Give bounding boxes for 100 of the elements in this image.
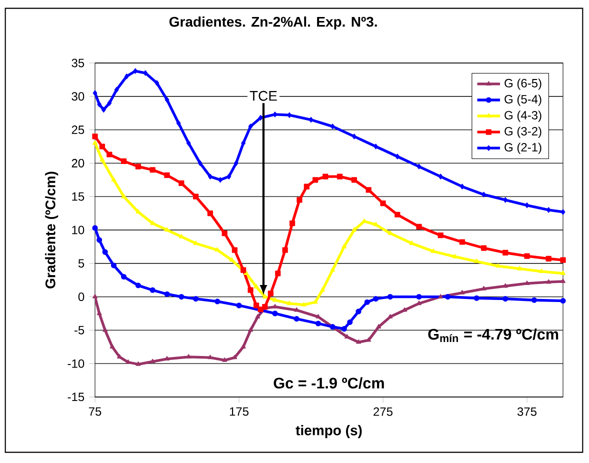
point xyxy=(193,194,199,200)
point xyxy=(341,326,347,332)
point xyxy=(366,337,372,342)
point xyxy=(503,197,508,203)
point xyxy=(395,154,400,160)
point xyxy=(289,220,296,226)
point xyxy=(222,230,228,236)
point xyxy=(110,262,117,268)
y-tick-label: 30 xyxy=(72,92,84,101)
chart-title: Gradientes. Zn-2%Al. Exp. Nº3. xyxy=(169,16,377,30)
point xyxy=(114,86,119,93)
point xyxy=(255,314,260,318)
point xyxy=(272,310,278,316)
point xyxy=(101,106,106,113)
y-axis-title: Gradiente (ºC/cm) xyxy=(45,172,58,288)
point xyxy=(330,124,335,130)
point xyxy=(294,316,300,322)
annotation: Gc = -1.9 ºC/cm xyxy=(274,377,384,389)
point xyxy=(416,294,422,300)
point xyxy=(92,294,98,298)
point xyxy=(176,120,181,126)
point xyxy=(445,294,451,300)
y-tick-label: 0 xyxy=(78,292,84,302)
point xyxy=(482,192,486,198)
point xyxy=(178,294,184,300)
point xyxy=(560,278,566,284)
point xyxy=(106,152,112,158)
point xyxy=(481,245,487,251)
point xyxy=(304,184,310,190)
point xyxy=(347,319,353,325)
point xyxy=(99,144,106,150)
point xyxy=(262,294,268,298)
point xyxy=(315,320,322,326)
point xyxy=(560,270,566,276)
point xyxy=(560,298,566,304)
point xyxy=(107,100,112,106)
point xyxy=(496,263,501,268)
point xyxy=(376,324,382,328)
point xyxy=(253,302,260,308)
point xyxy=(438,294,444,298)
point xyxy=(254,284,259,288)
point xyxy=(240,344,246,348)
point xyxy=(258,114,263,121)
point xyxy=(143,70,148,76)
y-tick-label: -10 xyxy=(68,359,84,368)
point xyxy=(234,160,238,166)
point xyxy=(135,282,142,288)
point xyxy=(121,158,127,164)
point xyxy=(287,112,292,118)
point xyxy=(164,291,170,297)
point xyxy=(330,267,336,272)
point xyxy=(474,295,480,301)
point xyxy=(236,302,242,308)
point xyxy=(193,296,199,302)
point xyxy=(301,302,306,306)
x-tick-label: 175 xyxy=(230,407,249,416)
point xyxy=(438,174,443,180)
point xyxy=(546,207,551,213)
point xyxy=(150,287,156,293)
point xyxy=(416,224,422,230)
point xyxy=(208,354,213,360)
point xyxy=(460,184,464,190)
point xyxy=(229,257,234,262)
point xyxy=(380,200,386,206)
point xyxy=(232,247,238,253)
x-tick-label: 75 xyxy=(88,407,102,416)
point xyxy=(286,300,292,306)
point xyxy=(207,210,214,216)
point xyxy=(459,239,465,245)
point xyxy=(374,144,378,150)
point xyxy=(218,177,222,183)
point xyxy=(351,177,357,183)
point xyxy=(337,174,343,180)
point xyxy=(352,134,356,140)
point xyxy=(214,298,220,304)
point xyxy=(117,354,122,359)
point xyxy=(502,250,508,256)
point xyxy=(102,249,108,255)
y-tick-label: 10 xyxy=(72,226,84,234)
point xyxy=(524,253,530,259)
point xyxy=(164,96,170,103)
point xyxy=(366,187,372,193)
point xyxy=(150,358,156,364)
point xyxy=(96,237,102,243)
y-tick-label: 25 xyxy=(72,126,84,134)
y-tick-label: 20 xyxy=(72,158,84,168)
point xyxy=(524,202,530,208)
y-tick-label: -15 xyxy=(68,392,84,402)
legend-label: G (3-2) xyxy=(504,126,542,138)
point xyxy=(92,140,98,145)
point xyxy=(214,247,220,252)
point xyxy=(136,361,141,366)
point xyxy=(241,140,246,146)
point xyxy=(452,254,458,258)
point xyxy=(178,180,184,186)
point xyxy=(322,174,328,180)
point xyxy=(531,297,537,303)
point xyxy=(356,308,362,314)
x-tick-label: 275 xyxy=(374,407,393,416)
x-tick-label: 375 xyxy=(517,407,536,416)
